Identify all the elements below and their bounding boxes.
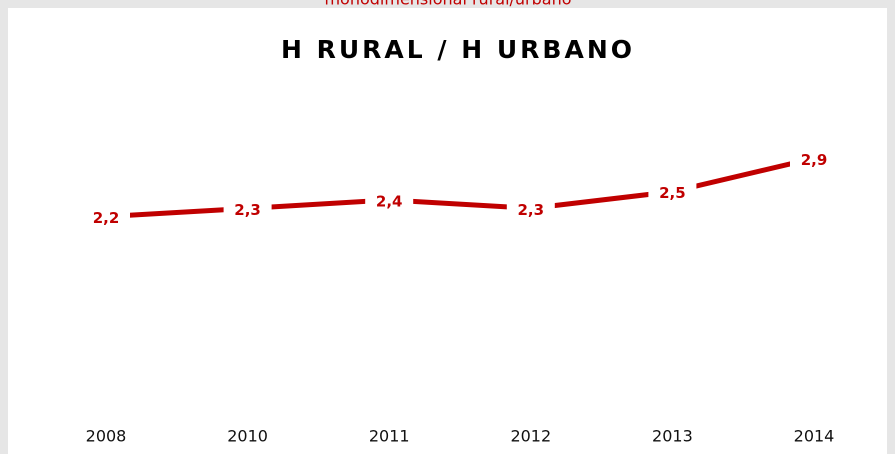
x-tick-label: 2012 — [510, 427, 551, 446]
data-label: 2,9 — [801, 151, 828, 169]
label-bg — [223, 196, 272, 221]
label-bg — [365, 188, 414, 212]
label-bg — [790, 146, 838, 171]
x-tick-label: 2008 — [86, 427, 127, 446]
label-bg — [506, 196, 555, 221]
data-label: 2,5 — [659, 184, 686, 202]
data-label: 2,3 — [518, 201, 545, 219]
chart-subtitle: monodimensional rural/urbano — [324, 0, 571, 9]
x-tick-label: 2014 — [794, 427, 835, 446]
label-bg — [82, 204, 130, 229]
data-label: 2,4 — [376, 193, 403, 211]
data-label: 2,3 — [234, 201, 261, 219]
x-tick-label: 2011 — [369, 427, 410, 446]
x-tick-label: 2013 — [652, 427, 693, 446]
chart-panel — [8, 8, 887, 454]
data-label: 2,2 — [93, 209, 120, 227]
x-tick-label: 2010 — [227, 427, 268, 446]
label-bg — [648, 179, 697, 204]
chart-title: H RURAL / H URBANO — [281, 35, 635, 64]
